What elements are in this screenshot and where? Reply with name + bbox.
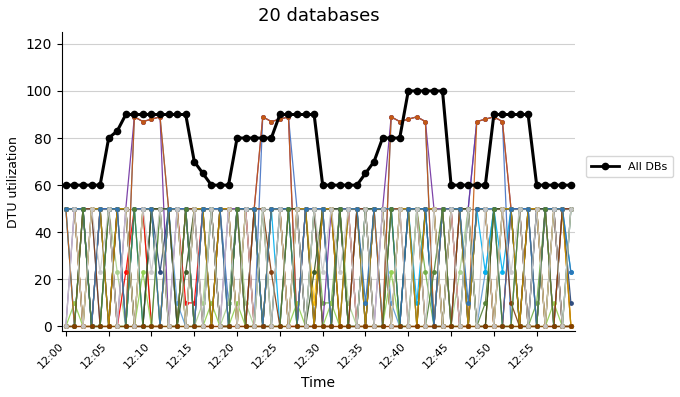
All DBs <box>207 183 216 187</box>
Legend: All DBs: All DBs <box>586 156 673 177</box>
Title: 20 databases: 20 databases <box>258 7 379 25</box>
Line: All DBs: All DBs <box>63 88 574 188</box>
All DBs <box>567 183 575 187</box>
All DBs <box>148 112 156 117</box>
All DBs <box>224 183 233 187</box>
Y-axis label: DTU utilization: DTU utilization <box>7 136 20 227</box>
All DBs <box>190 159 199 164</box>
All DBs <box>379 136 387 141</box>
All DBs <box>62 183 70 187</box>
All DBs <box>404 89 412 93</box>
All DBs <box>233 136 241 141</box>
X-axis label: Time: Time <box>301 376 335 390</box>
